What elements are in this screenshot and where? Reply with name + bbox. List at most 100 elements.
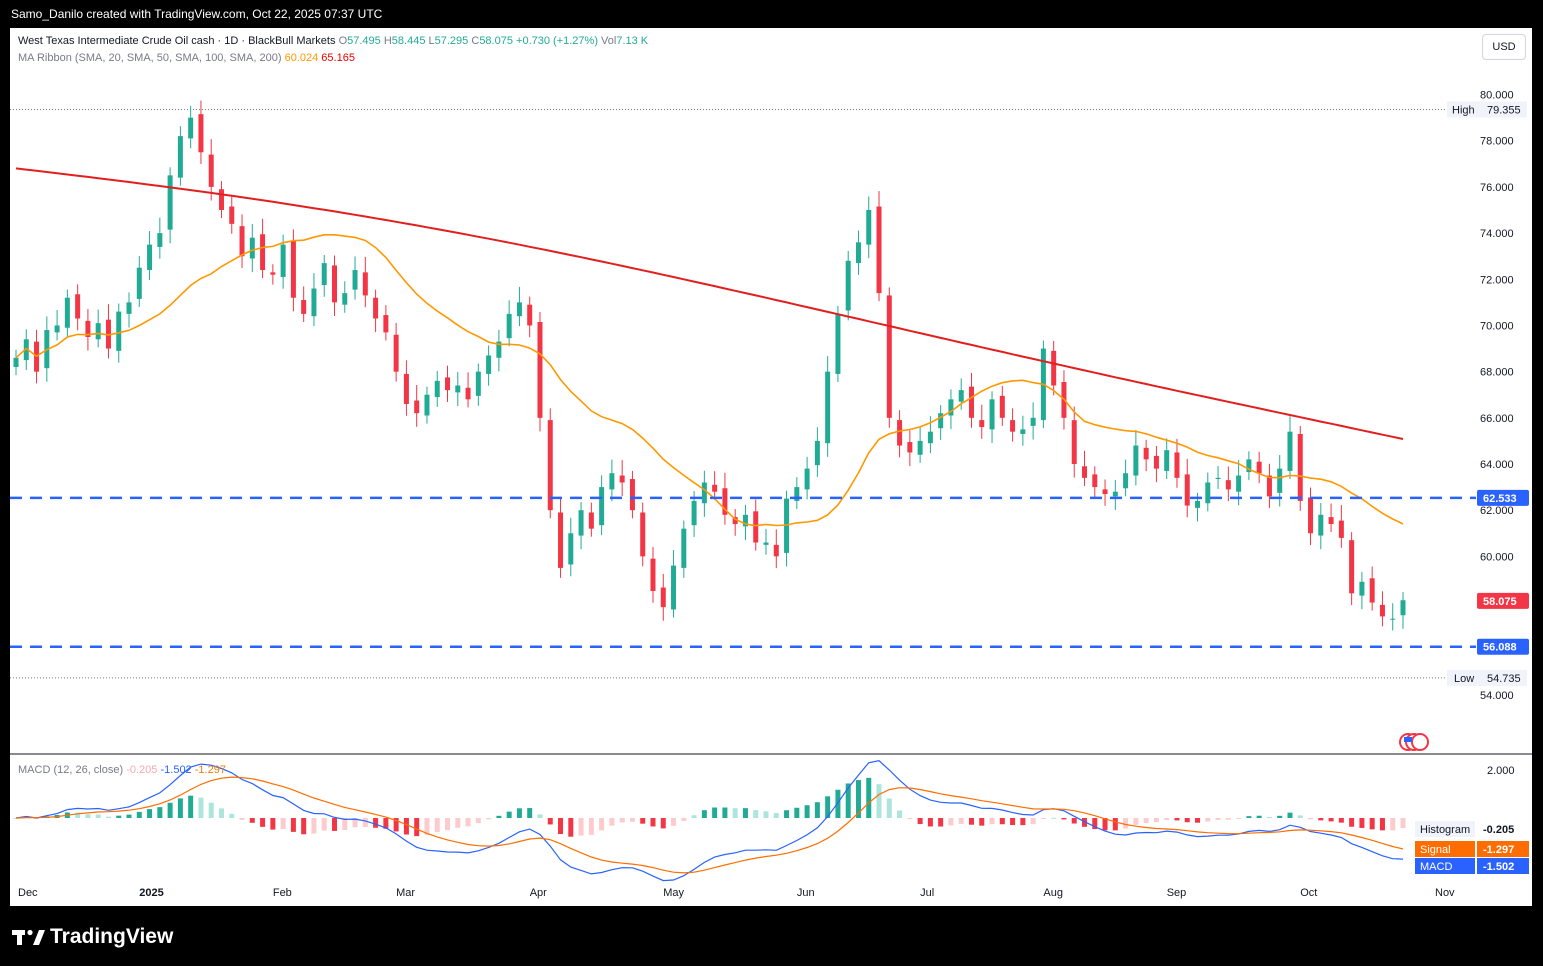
price-tick-label: 80.000 — [1480, 90, 1514, 102]
macd-bar — [619, 818, 625, 823]
currency-button[interactable]: USD — [1482, 34, 1526, 60]
candle-body — [1400, 600, 1406, 616]
candle-body — [855, 242, 861, 264]
candle-body — [239, 226, 245, 257]
macd-bar — [794, 807, 800, 818]
macd-histogram — [13, 777, 1406, 837]
macd-bar — [352, 818, 358, 828]
macd-tag-value-bg — [1477, 821, 1529, 837]
macd-bar — [927, 818, 933, 827]
macd-bar — [434, 818, 440, 833]
chart-frame[interactable]: 80.000 78.000 76.000 74.000 72.000 70.000 68.0… — [10, 28, 1532, 906]
candle-body — [301, 300, 307, 314]
macd-tag-label: MACD — [1420, 861, 1452, 873]
macd-bar — [1195, 818, 1201, 823]
macd-bar — [804, 805, 810, 818]
macd-tag-label: Histogram — [1420, 824, 1470, 836]
candle-body — [722, 488, 728, 515]
top-attribution-bar: Samo_Danilo created with TradingView.com… — [0, 0, 1543, 28]
macd-hist-value: -0.205 — [126, 764, 158, 776]
symbol-legend: West Texas Intermediate Crude Oil cash ·… — [18, 35, 648, 47]
candle-body — [116, 311, 122, 351]
candle-body — [126, 302, 132, 314]
x-axis-tick-label: Nov — [1435, 887, 1455, 899]
ma-ribbon-legend: MA Ribbon (SMA, 20, SMA, 50, SMA, 100, S… — [18, 52, 355, 64]
macd-bar — [814, 802, 820, 818]
candle-body — [1359, 581, 1365, 596]
candle-body — [1153, 455, 1159, 469]
macd-bar — [1215, 818, 1221, 820]
candle-body — [1287, 431, 1293, 471]
candle-body — [506, 313, 512, 339]
ma20-value: 60.024 — [284, 52, 319, 64]
macd-bar — [671, 818, 677, 826]
x-axis-tick-label: Apr — [530, 887, 547, 899]
macd-bar — [1143, 818, 1149, 824]
macd-bar — [629, 818, 635, 822]
candle-body — [486, 355, 492, 374]
candle-body — [208, 154, 214, 187]
macd-bar — [917, 818, 923, 825]
macd-bar — [321, 818, 327, 831]
candle-body — [794, 487, 800, 501]
candle-body — [445, 377, 451, 391]
macd-bar — [784, 810, 790, 818]
macd-bar — [1184, 818, 1190, 823]
candle-body — [75, 294, 81, 319]
candle-body — [588, 512, 594, 529]
macd-bar — [1236, 818, 1242, 819]
macd-bar — [1123, 818, 1129, 829]
price-tick-label: 62.000 — [1480, 505, 1514, 517]
candle-body — [927, 431, 933, 444]
x-axis-tick-label: May — [663, 887, 684, 899]
macd-bar — [968, 818, 974, 825]
macd-tick-label: 2.000 — [1487, 765, 1515, 777]
macd-bar — [763, 811, 769, 818]
candle-body — [537, 321, 543, 418]
macd-legend: MACD (12, 26, close) -0.205 -1.502 -1.29… — [18, 764, 226, 776]
low-value: 57.295 — [434, 35, 469, 47]
candle-body — [763, 542, 769, 545]
macd-bar — [876, 784, 882, 818]
macd-bar — [506, 811, 512, 818]
candle-body — [876, 206, 882, 294]
candle-body — [1308, 497, 1314, 534]
sma20-line — [15, 234, 1404, 527]
price-tick-label: 72.000 — [1480, 274, 1514, 286]
macd-tag-value: -0.205 — [1483, 824, 1514, 836]
candle-body — [311, 288, 317, 317]
candle-body — [1195, 500, 1201, 508]
candle-body — [280, 244, 286, 277]
candle-body — [1246, 459, 1252, 473]
candle-body — [578, 510, 584, 536]
candle-body — [198, 114, 204, 153]
macd-bar — [1390, 818, 1396, 831]
macd-bar — [773, 813, 779, 818]
candle-body — [229, 206, 235, 224]
open-label: O — [338, 35, 348, 47]
x-axis-tick-label: Jul — [920, 887, 934, 899]
x-axis-tick-label: Jun — [797, 887, 815, 899]
candle-body — [650, 558, 656, 591]
macd-bar — [280, 818, 286, 829]
price-chart[interactable]: 80.000 78.000 76.000 74.000 72.000 70.000 68.0… — [10, 28, 1532, 906]
candle-body — [701, 482, 707, 504]
macd-bar — [1349, 818, 1355, 827]
high-tag-bg — [1447, 101, 1527, 118]
macd-bar — [105, 816, 111, 818]
candle-body — [147, 244, 153, 271]
candle-body — [671, 565, 677, 610]
us-flag-icon — [1399, 733, 1429, 751]
candle-body — [414, 400, 420, 414]
candle-body — [742, 514, 748, 527]
candle-body — [989, 399, 995, 430]
macd-bar — [249, 818, 255, 823]
close-label: C — [471, 35, 480, 47]
candle-body — [619, 475, 625, 483]
price-tick-label: 60.000 — [1480, 551, 1514, 563]
candle-body — [1236, 475, 1242, 492]
macd-bar — [260, 818, 266, 827]
last-price-tag-bg — [1477, 592, 1529, 609]
x-axis-tick-label: Mar — [396, 887, 415, 899]
macd-bar — [742, 808, 748, 818]
